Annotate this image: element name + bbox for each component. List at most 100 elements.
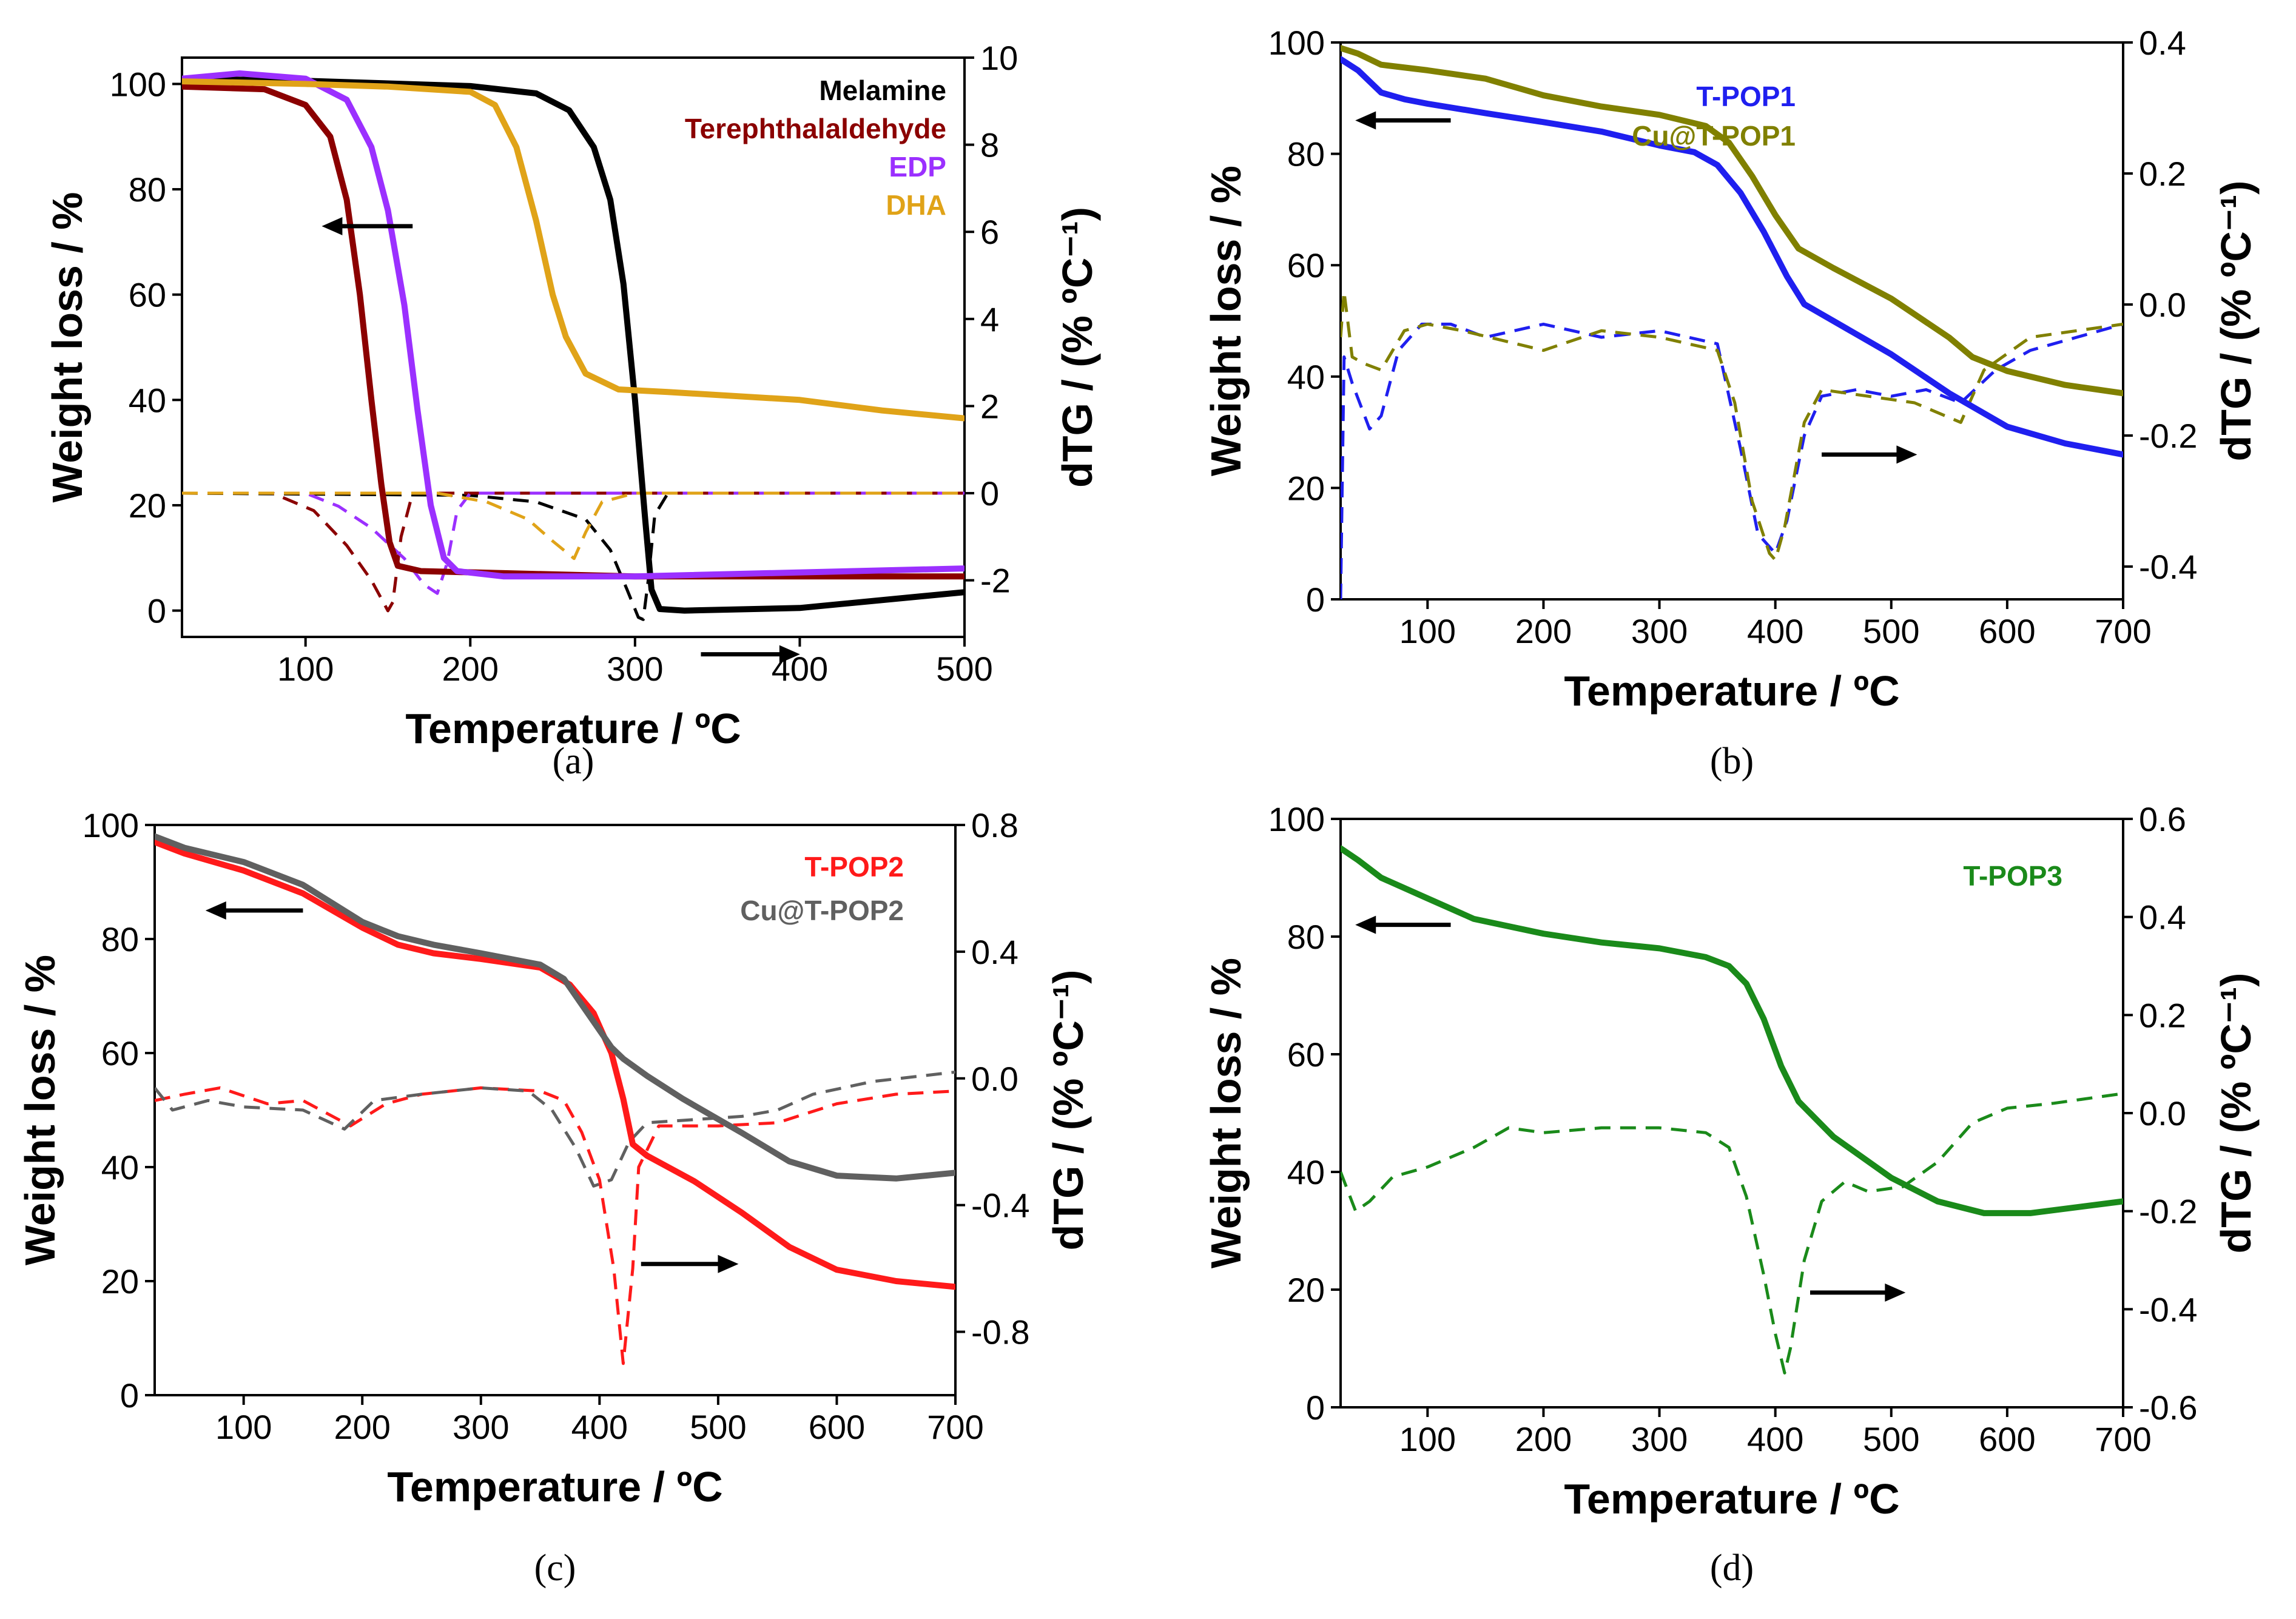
legend-entry: Melamine — [819, 75, 946, 106]
y-tick-label: 60 — [1287, 1035, 1325, 1074]
y-tick-label: 20 — [1287, 1271, 1325, 1309]
y-tick-label: 80 — [1287, 135, 1325, 173]
y-tick-label: 80 — [1287, 918, 1325, 956]
dtg-line-t-pop2 — [155, 1086, 955, 1365]
y-tick-label: 40 — [1287, 358, 1325, 396]
x-tick-label: 400 — [1747, 1420, 1803, 1458]
y2-tick-label: 0.4 — [2139, 898, 2186, 937]
y2-tick-label: -2 — [980, 562, 1011, 600]
panel-caption: (a) — [553, 741, 594, 782]
panel-b: 100 200 300 400 500 600 700 0 20 40 60 80 100 -0.4 -0.… — [1202, 24, 2260, 782]
y-tick-label: 100 — [1268, 24, 1325, 62]
arrow-head — [1355, 915, 1376, 934]
y2-tick-label: 6 — [980, 213, 999, 251]
arrow-right-icon — [1822, 445, 1917, 464]
y-tick-label: 80 — [101, 920, 139, 958]
x-tick-label: 300 — [1631, 1420, 1688, 1458]
weight-line-t-pop2 — [155, 839, 955, 1290]
y-axis-label: Weight loss / % — [1202, 958, 1250, 1268]
y2-tick-label: 0.2 — [2139, 996, 2186, 1034]
x-tick-label: 100 — [1399, 612, 1456, 650]
arrow-head — [205, 901, 226, 920]
dtg-line-terephthalaldehyde — [182, 491, 965, 613]
y-tick-label: 60 — [129, 276, 166, 314]
x-tick-label: 300 — [453, 1408, 509, 1446]
x-tick-label: 200 — [334, 1408, 391, 1446]
weight-line-t-pop1 — [1341, 56, 2123, 458]
y-axis-label: Weight loss / % — [1202, 166, 1250, 476]
y2-tick-label: -0.4 — [2139, 1290, 2198, 1328]
arrow-left-icon — [1355, 111, 1451, 130]
arrow-head — [1896, 445, 1917, 464]
legend-entry: DHA — [886, 189, 946, 221]
y-axis-label: Weight loss / % — [16, 955, 64, 1265]
x-tick-label: 300 — [607, 650, 663, 688]
y-tick-label: 80 — [129, 170, 166, 209]
weight-line-dha — [182, 78, 965, 422]
panel-caption: (c) — [534, 1547, 576, 1589]
dtg-line-melamine — [182, 491, 965, 621]
legend-entry: Terephthalaldehyde — [685, 113, 946, 144]
x-tick-label: 500 — [1863, 612, 1919, 650]
y-tick-label: 100 — [82, 806, 139, 844]
y2-axis-label: dTG / (% ºC⁻¹) — [1045, 970, 1092, 1251]
y2-tick-label: -0.6 — [2139, 1388, 2198, 1427]
x-axis-label: Temperature / ºC — [1564, 667, 1899, 715]
y-tick-label: 0 — [147, 592, 166, 630]
x-tick-label: 500 — [690, 1408, 746, 1446]
y-tick-label: 20 — [129, 486, 166, 525]
arrow-left-icon — [205, 901, 303, 920]
plot-frame — [1339, 818, 2124, 1409]
x-tick-label: 500 — [1863, 1420, 1919, 1458]
x-tick-label: 700 — [927, 1408, 983, 1446]
legend-entry: T-POP2 — [804, 851, 904, 883]
y-tick-label: 60 — [1287, 246, 1325, 284]
x-tick-label: 100 — [1399, 1420, 1456, 1458]
y-tick-label: 60 — [101, 1034, 139, 1072]
y2-tick-label: 0.0 — [2139, 286, 2186, 324]
dtg-line-cu-t-pop2 — [155, 1070, 955, 1188]
dtg-line-t-pop3 — [1341, 1092, 2123, 1375]
weight-line-cu-t-pop2 — [155, 833, 955, 1182]
y2-tick-label: 10 — [980, 39, 1018, 77]
x-tick-label: 100 — [277, 650, 334, 688]
plot-frame — [153, 824, 957, 1396]
y2-tick-label: 0.4 — [971, 933, 1018, 971]
x-tick-label: 300 — [1631, 612, 1688, 650]
x-axis-label: Temperature / ºC — [1564, 1475, 1899, 1523]
y2-tick-label: 0.0 — [971, 1060, 1018, 1098]
x-axis-label: Temperature / ºC — [387, 1463, 722, 1510]
weight-line-cu-t-pop1 — [1341, 45, 2123, 397]
y2-tick-label: 0.0 — [2139, 1094, 2186, 1133]
legend-entry: T-POP3 — [1963, 860, 2062, 892]
y-tick-label: 20 — [101, 1262, 139, 1301]
y2-tick-label: 0.6 — [2139, 800, 2186, 838]
x-tick-label: 200 — [442, 650, 499, 688]
arrow-right-icon — [641, 1254, 739, 1273]
arrow-head — [779, 645, 800, 664]
legend-entry: EDP — [889, 151, 946, 183]
y2-tick-label: 2 — [980, 387, 999, 425]
arrow-head — [718, 1254, 739, 1273]
y2-tick-label: 4 — [980, 300, 999, 338]
dtg-line-dha — [182, 491, 965, 560]
y-tick-label: 20 — [1287, 469, 1325, 507]
y-tick-label: 40 — [101, 1148, 139, 1186]
y-tick-label: 40 — [1287, 1153, 1325, 1191]
x-tick-label: 700 — [2095, 1420, 2151, 1458]
y2-axis-label: dTG / (% ºC⁻¹) — [1054, 207, 1101, 488]
y2-tick-label: 0.8 — [971, 806, 1018, 844]
arrow-head — [1885, 1283, 1906, 1302]
y-tick-label: 100 — [1268, 800, 1325, 838]
arrow-right-icon — [1810, 1283, 1906, 1302]
y2-tick-label: 0 — [980, 474, 999, 513]
arrow-right-icon — [701, 645, 800, 664]
x-tick-label: 500 — [936, 650, 992, 688]
x-tick-label: 100 — [215, 1408, 272, 1446]
weight-line-t-pop3 — [1341, 845, 2123, 1216]
y-axis-label: Weight loss / % — [44, 192, 91, 502]
x-tick-label: 400 — [571, 1408, 628, 1446]
y2-axis-label: dTG / (% ºC⁻¹) — [2212, 181, 2260, 462]
x-tick-label: 600 — [809, 1408, 865, 1446]
